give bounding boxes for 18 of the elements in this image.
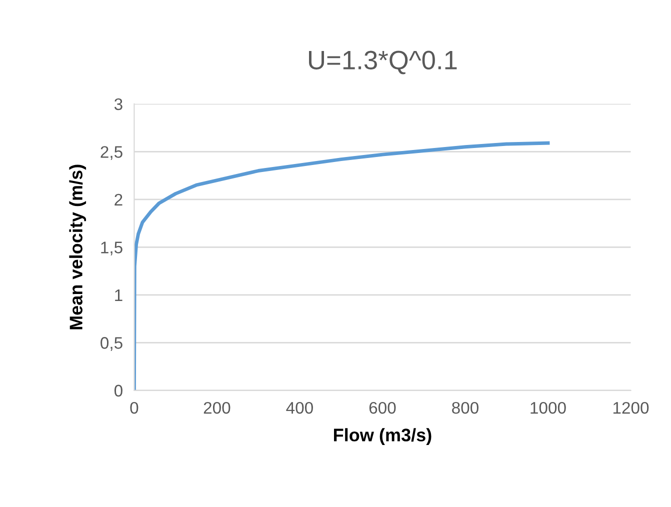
y-tick-label: 1 (115, 289, 122, 301)
y-tick-label: 0 (114, 384, 122, 397)
y-tick-label: 0,5 (100, 337, 122, 351)
x-axis-title: Flow (m3/s) (334, 428, 432, 445)
x-tick-label: 800 (452, 402, 478, 414)
x-tick-label: 400 (286, 402, 313, 414)
x-tick-label: 1200 (613, 402, 649, 414)
x-tick-label: 1000 (530, 402, 566, 414)
y-axis-title: Mean velocity (m/s) (69, 164, 86, 330)
y-tick-label: 2 (114, 194, 122, 206)
x-tick-label: 200 (204, 402, 230, 414)
x-tick-label: 600 (369, 402, 396, 414)
line-series (134, 141, 550, 390)
x-tick-label: 0 (130, 402, 138, 414)
y-tick-label: 1,5 (101, 242, 122, 256)
y-tick-label: 3 (114, 98, 122, 110)
chart-title: U=1.3*Q^0.1 (309, 50, 457, 74)
y-tick-label: 2,5 (100, 146, 122, 160)
